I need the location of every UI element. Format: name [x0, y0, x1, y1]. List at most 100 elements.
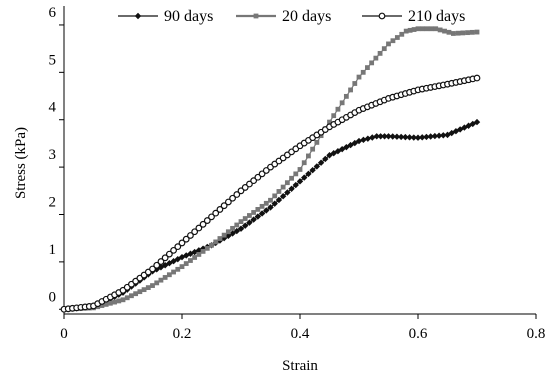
data-point — [208, 213, 215, 221]
data-point — [394, 35, 400, 40]
data-point — [241, 184, 249, 191]
data-point — [465, 30, 470, 36]
data-point — [343, 93, 349, 99]
data-point — [203, 217, 211, 224]
data-point — [246, 180, 253, 188]
data-point — [262, 167, 270, 174]
data-point — [310, 146, 316, 152]
data-point — [423, 133, 430, 141]
y-tick-label: 3 — [49, 147, 57, 163]
data-point — [195, 247, 203, 254]
data-point — [141, 287, 147, 293]
legend-marker — [378, 12, 386, 20]
data-point — [424, 26, 430, 32]
data-point — [339, 100, 345, 106]
y-axis-title: Stress (kPa) — [13, 127, 29, 199]
data-point — [230, 225, 235, 231]
data-point — [259, 203, 265, 209]
data-point — [360, 69, 366, 75]
data-point — [191, 228, 199, 236]
data-point — [161, 254, 169, 262]
data-point — [268, 197, 273, 203]
data-point — [386, 41, 391, 47]
data-point — [360, 136, 367, 144]
x-tick-label: 0.2 — [173, 326, 192, 342]
series-line — [63, 121, 478, 310]
data-point — [355, 137, 363, 145]
data-point — [473, 118, 481, 126]
data-point — [212, 209, 220, 217]
data-point — [313, 163, 321, 170]
data-point — [364, 135, 372, 142]
data-point — [137, 289, 143, 295]
x-tick-label: 0.4 — [291, 326, 310, 342]
data-point — [473, 74, 481, 82]
x-tick-label: 0.6 — [409, 326, 428, 342]
data-point — [133, 291, 139, 297]
data-point — [199, 220, 207, 228]
data-point — [242, 216, 248, 221]
data-point — [403, 28, 409, 34]
data-point — [187, 232, 194, 239]
data-point — [322, 155, 329, 163]
data-point — [381, 133, 388, 140]
data-point — [229, 230, 236, 237]
data-point — [389, 133, 396, 140]
data-point — [373, 55, 379, 61]
data-point — [365, 65, 370, 70]
data-point — [237, 187, 245, 195]
data-point — [381, 46, 387, 52]
data-point — [373, 133, 380, 140]
data-point — [246, 219, 253, 226]
data-point — [153, 261, 161, 269]
data-point — [399, 31, 405, 37]
y-tick-label: 2 — [49, 194, 57, 210]
y-tick-label: 6 — [49, 5, 57, 21]
data-point — [220, 202, 228, 210]
data-point — [305, 170, 312, 178]
y-ticks: 0 1 2 3 4 5 6 — [49, 5, 64, 310]
data-point — [182, 235, 190, 243]
data-point — [165, 250, 173, 258]
data-point — [407, 27, 413, 33]
data-point — [267, 204, 274, 211]
y-tick-label: 4 — [49, 100, 57, 116]
data-point — [238, 219, 244, 224]
data-point — [242, 222, 249, 229]
data-point — [377, 133, 384, 140]
data-point — [221, 232, 227, 238]
data-point — [145, 285, 151, 290]
data-point — [369, 60, 375, 66]
data-point — [229, 194, 236, 202]
data-point — [258, 210, 266, 217]
data-point — [327, 119, 332, 125]
data-point — [440, 132, 447, 139]
data-point — [352, 81, 358, 86]
data-point — [431, 132, 439, 140]
data-point — [292, 181, 299, 189]
data-point — [435, 132, 443, 139]
series-210-days — [60, 74, 481, 313]
data-point — [297, 167, 303, 172]
legend-marker — [253, 13, 259, 19]
data-point — [397, 133, 405, 141]
data-point — [393, 133, 401, 140]
data-point — [209, 242, 214, 248]
data-point — [154, 280, 160, 286]
data-point — [178, 239, 186, 247]
data-point — [348, 87, 353, 93]
legend-label: 20 days — [282, 8, 331, 25]
data-point — [116, 298, 122, 304]
series-line — [63, 77, 478, 310]
data-point — [247, 213, 252, 218]
data-point — [150, 283, 155, 288]
data-point — [296, 178, 304, 185]
data-point — [112, 299, 117, 305]
data-point — [250, 177, 258, 185]
x-tick-label: 0.8 — [527, 326, 546, 342]
data-point — [225, 232, 232, 240]
data-point — [293, 171, 299, 177]
data-point — [317, 159, 325, 166]
data-point — [200, 248, 206, 254]
data-point — [377, 50, 383, 56]
